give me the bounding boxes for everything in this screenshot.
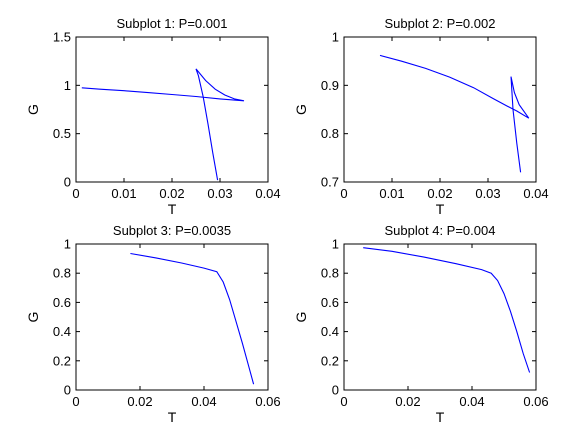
subplot-4: 0 0.02 0.04 0.06 0 0.2 0.4 0.6 0.8 1 Subplot 4: P=… xyxy=(293,223,549,425)
y-tick-label: 0 xyxy=(332,383,339,398)
x-tick-label: 0.02 xyxy=(427,186,452,201)
x-tick-label: 0.02 xyxy=(159,186,184,201)
subplot-title: Subplot 3: P=0.0035 xyxy=(113,223,231,238)
subplot-1: 0 0.01 0.02 0.03 0.04 0 0.5 1 1.5 Subplot 1: P=0.… xyxy=(25,16,281,217)
subplot-title: Subplot 1: P=0.001 xyxy=(117,16,228,31)
y-tick-label: 1 xyxy=(64,78,71,93)
x-axis-label: T xyxy=(168,201,177,217)
x-axis-label: T xyxy=(168,409,177,425)
x-tick-label: 0 xyxy=(340,394,347,409)
y-tick-label: 0.5 xyxy=(53,126,71,141)
x-tick-label: 0.02 xyxy=(395,394,420,409)
plot-frame xyxy=(75,36,269,183)
y-tick-label: 0.8 xyxy=(321,266,339,281)
plot-frame xyxy=(343,36,537,183)
x-tick-label: 0.01 xyxy=(379,186,404,201)
series-line-1-1 xyxy=(81,68,245,181)
series-line-2-1 xyxy=(379,54,530,173)
y-tick-label: 0.6 xyxy=(53,295,71,310)
y-tick-label: 0.2 xyxy=(321,353,339,368)
y-axis-label: G xyxy=(293,312,309,323)
x-tick-label: 0.02 xyxy=(127,394,152,409)
y-axis-label: G xyxy=(25,104,41,115)
x-tick-label: 0.06 xyxy=(255,394,280,409)
y-tick-label: 0.7 xyxy=(321,175,339,190)
y-tick-label: 0.2 xyxy=(53,353,71,368)
x-tick-label: 0.01 xyxy=(111,186,136,201)
y-tick-label: 0.4 xyxy=(53,324,71,339)
subplot-3: 0 0.02 0.04 0.06 0 0.2 0.4 0.6 0.8 1 Subplot 3: P=… xyxy=(25,223,281,425)
x-tick-label: 0 xyxy=(340,186,347,201)
x-tick-label: 0.04 xyxy=(459,394,484,409)
x-tick-label: 0.03 xyxy=(475,186,500,201)
y-tick-label: 1 xyxy=(332,30,339,45)
y-tick-label: 0.4 xyxy=(321,324,339,339)
y-tick-label: 1 xyxy=(64,237,71,252)
x-tick-label: 0.04 xyxy=(523,186,548,201)
y-tick-label: 0 xyxy=(64,175,71,190)
x-tick-label: 0 xyxy=(72,394,79,409)
subplot-2: 0 0.01 0.02 0.03 0.04 0.7 0.8 0.9 1 Subplot 2: P=… xyxy=(293,16,549,217)
plot-frame xyxy=(75,243,269,391)
x-tick-label: 0 xyxy=(72,186,79,201)
subplot-title: Subplot 2: P=0.002 xyxy=(385,16,496,31)
y-axis-label: G xyxy=(25,312,41,323)
x-tick-label: 0.04 xyxy=(255,186,280,201)
subplot-title: Subplot 4: P=0.004 xyxy=(385,223,496,238)
y-tick-label: 0.8 xyxy=(321,126,339,141)
y-tick-label: 1 xyxy=(332,237,339,252)
y-tick-label: 0.6 xyxy=(321,295,339,310)
y-tick-label: 0.9 xyxy=(321,78,339,93)
y-tick-label: 0.8 xyxy=(53,266,71,281)
y-axis-label: G xyxy=(293,104,309,115)
x-tick-label: 0.04 xyxy=(191,394,216,409)
plot-frame xyxy=(343,243,537,391)
x-axis-label: T xyxy=(436,409,445,425)
x-tick-label: 0.06 xyxy=(523,394,548,409)
series-line-4-1 xyxy=(363,247,531,373)
x-tick-label: 0.03 xyxy=(207,186,232,201)
x-axis-label: T xyxy=(436,201,445,217)
y-tick-label: 1.5 xyxy=(53,30,71,45)
y-tick-label: 0 xyxy=(64,383,71,398)
series-line-3-1 xyxy=(130,252,255,385)
